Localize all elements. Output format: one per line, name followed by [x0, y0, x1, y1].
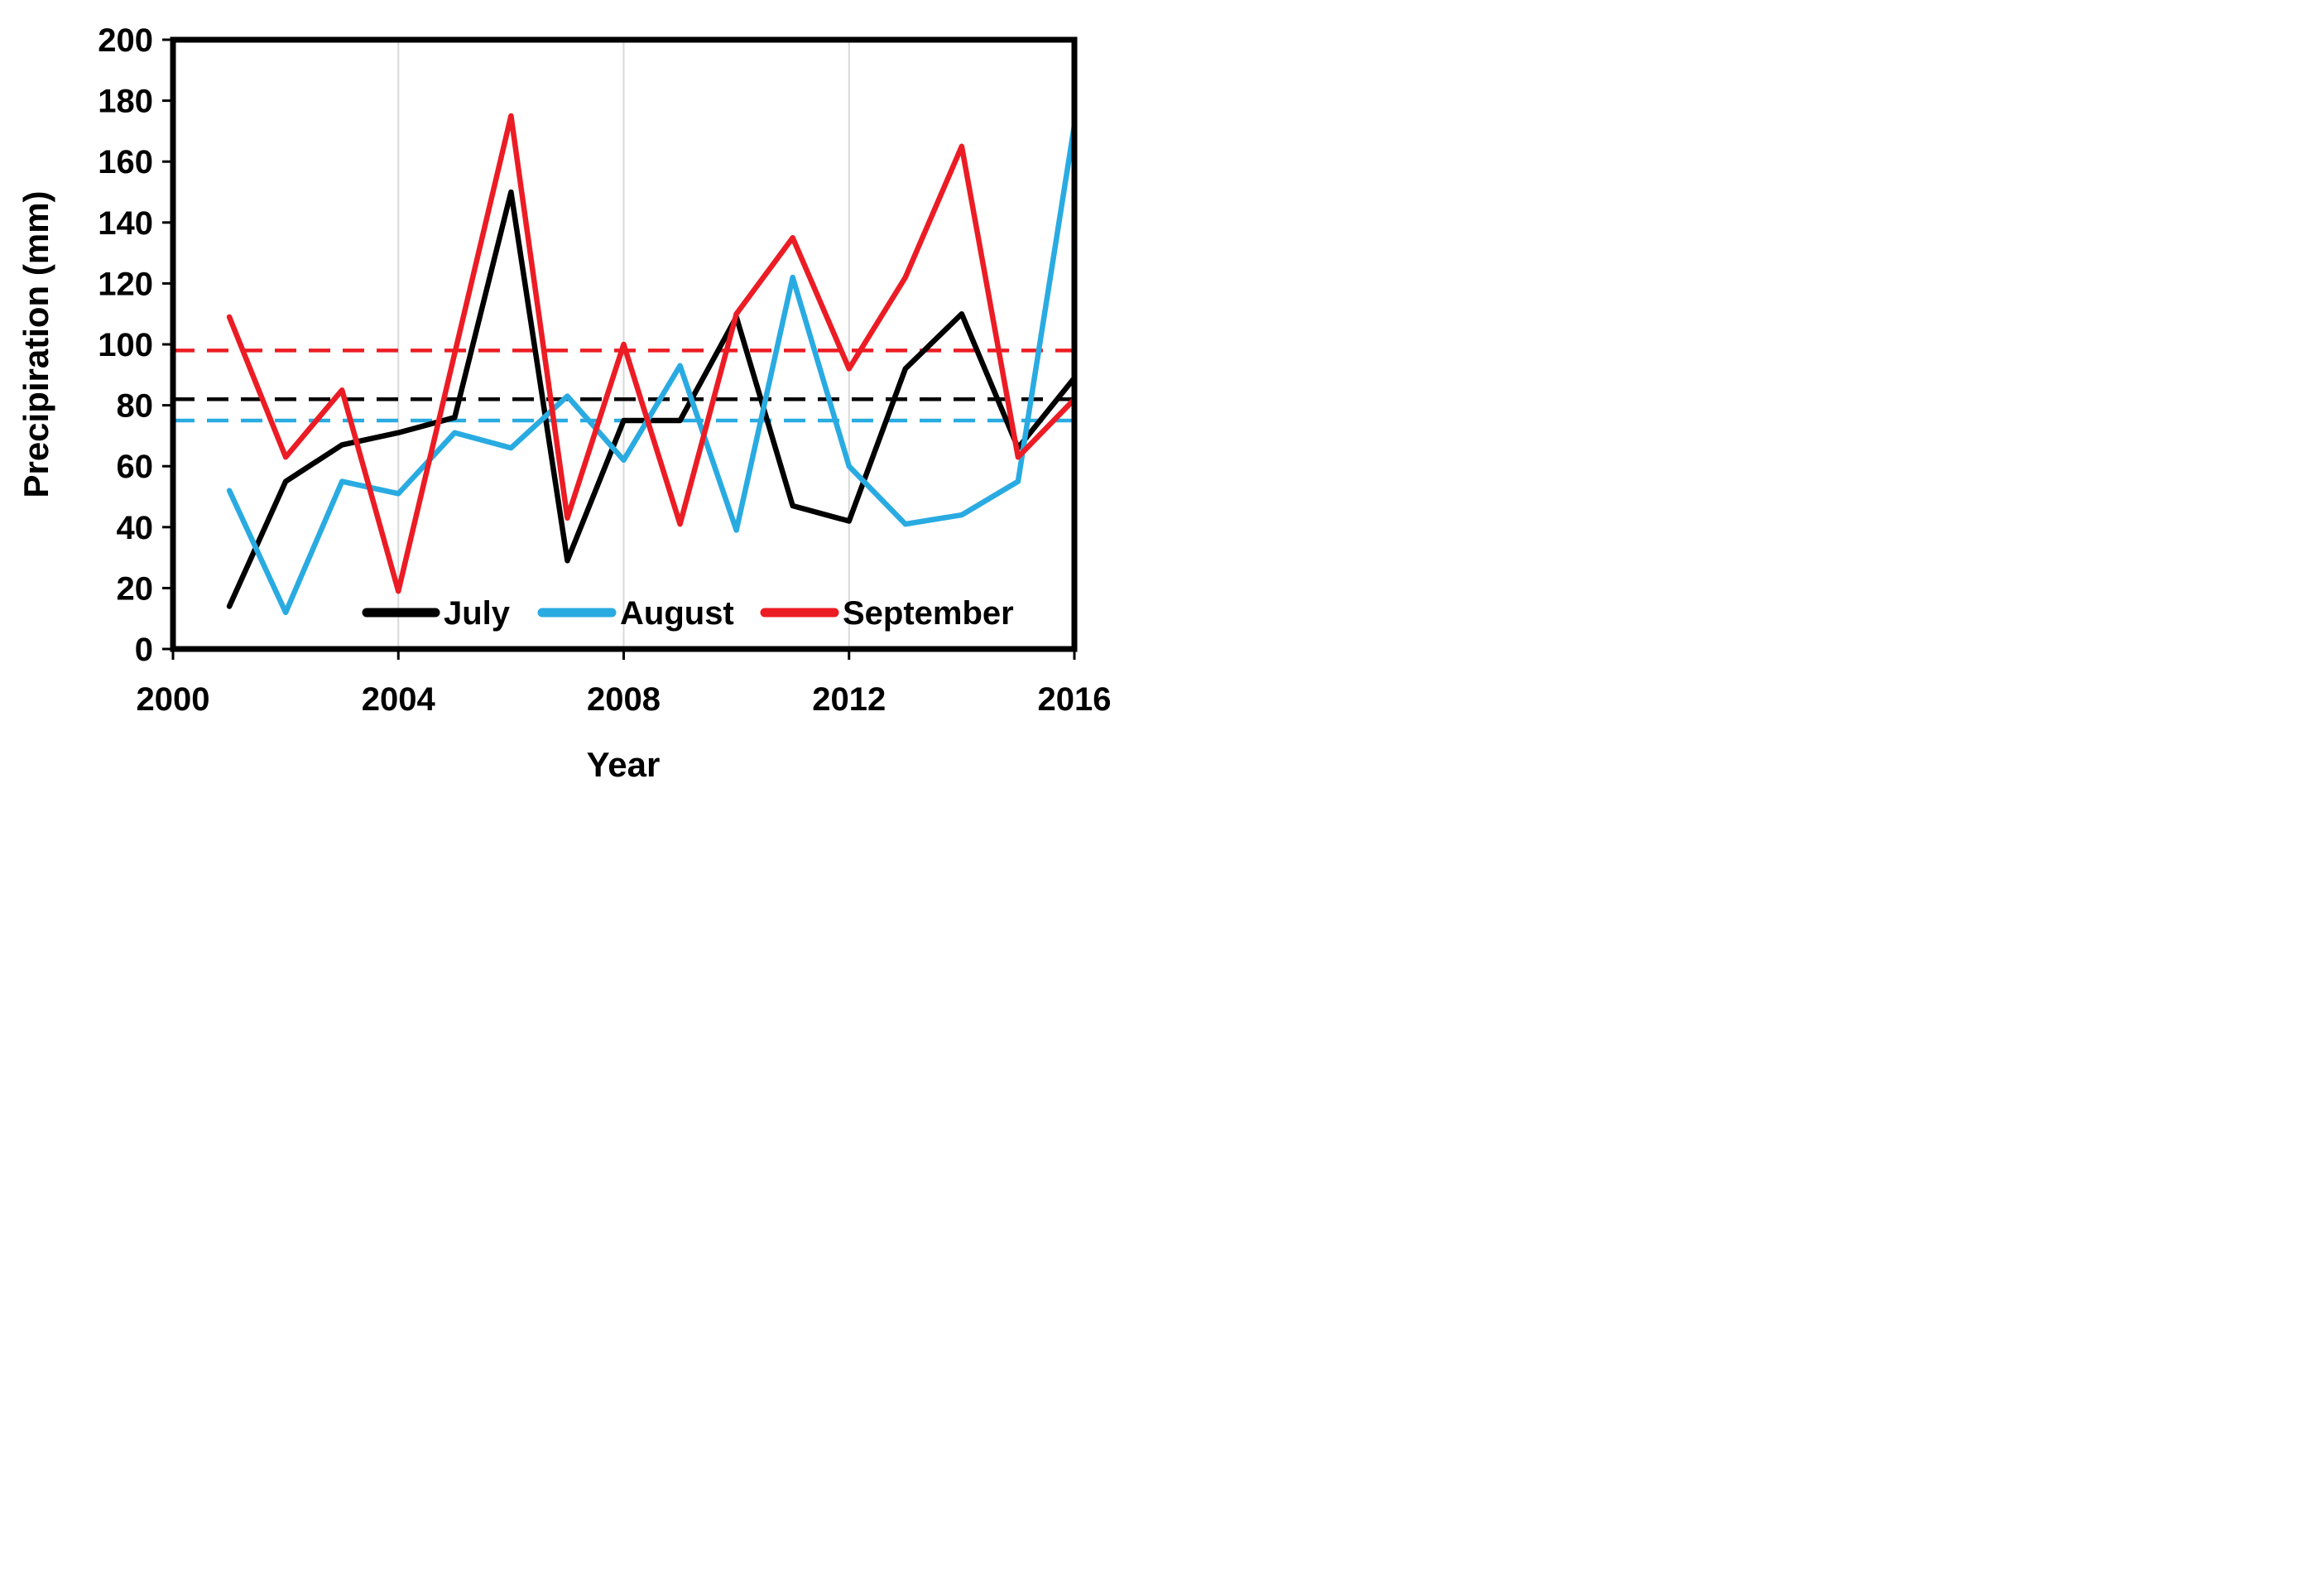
y-tick-label-160: 160 — [98, 144, 153, 180]
x-tick-label-2000: 2000 — [137, 681, 210, 718]
x-tick-label-2008: 2008 — [587, 681, 661, 718]
legend-label-august: August — [620, 595, 734, 632]
y-tick-label-200: 200 — [98, 22, 153, 59]
series-line-september — [226, 113, 1078, 594]
y-tick-label-100: 100 — [98, 327, 153, 363]
figure: 0 20 40 60 80 100 120 140 160 180 200 2000 2004 2008 2… — [0, 0, 1156, 798]
x-tick-label-2004: 2004 — [362, 681, 436, 718]
x-tick-label-2016: 2016 — [1038, 681, 1112, 718]
y-tick-label-80: 80 — [117, 388, 154, 425]
precipitation-line-chart: 0 20 40 60 80 100 120 140 160 180 200 2000 2004 2008 2… — [17, 22, 1111, 784]
y-tick-label-60: 60 — [117, 449, 154, 485]
ticks-layer: 0 20 40 60 80 100 120 140 160 180 200 2000 2004 2008 2… — [98, 22, 1111, 718]
y-tick-label-20: 20 — [117, 570, 154, 607]
legend-item-august: August — [537, 595, 734, 632]
legend-label-september: September — [843, 595, 1014, 632]
legend: July August September — [362, 595, 1014, 632]
y-axis-title: Precipiration (mm) — [17, 190, 55, 498]
legend-item-july: July — [362, 595, 511, 632]
x-axis-title: Year — [587, 745, 661, 784]
y-tick-label-120: 120 — [98, 266, 153, 302]
series-line-august — [226, 122, 1078, 616]
y-tick-label-140: 140 — [98, 205, 153, 242]
x-tick-label-2012: 2012 — [812, 681, 886, 718]
y-tick-label-0: 0 — [135, 632, 153, 668]
y-tick-label-40: 40 — [117, 510, 154, 546]
legend-label-july: July — [444, 595, 511, 632]
series-layer — [226, 113, 1078, 616]
legend-item-september: September — [760, 595, 1014, 632]
y-tick-label-180: 180 — [98, 84, 153, 120]
series-line-july — [226, 189, 1078, 609]
